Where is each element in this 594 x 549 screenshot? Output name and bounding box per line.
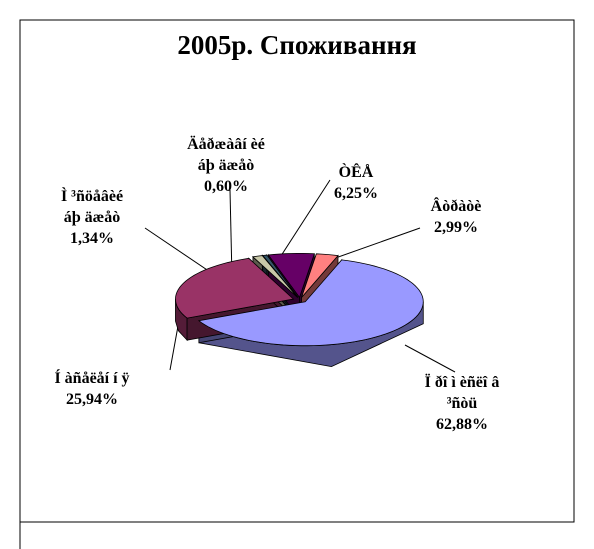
chart-frame: [19, 19, 575, 549]
slice: [267, 253, 315, 299]
category-label: Âòðàòè: [430, 198, 482, 215]
slice: [261, 254, 299, 298]
value-label: 6,25%: [334, 185, 378, 202]
leader-line: [404, 344, 456, 373]
slice-label: Ï ðî ì èñëî â ³ñòü 62,88%: [425, 372, 500, 435]
slice: [301, 253, 339, 298]
category-label: ÒÊÅ: [338, 164, 374, 181]
slice-label: ÒÊÅ 6,25%: [334, 162, 378, 204]
value-label: 2,99%: [434, 219, 478, 236]
slice: [175, 257, 295, 319]
slice-label: Í àñåëåí í ÿ 25,94%: [54, 368, 129, 410]
slice-label: Ì ³ñöåâèé áþ äæåò 1,34%: [61, 186, 123, 249]
value-label: 0,60%: [203, 178, 248, 195]
category-label: Í àñåëåí í ÿ: [54, 370, 130, 387]
slice-label: Âòðàòè 2,99%: [431, 196, 482, 238]
category-label: Äåðæàâí èé áþ äæåò: [187, 136, 265, 174]
slice: [197, 259, 424, 347]
value-label: 62,88%: [435, 416, 488, 433]
chart-title: 2005р. Споживання: [177, 30, 417, 60]
value-label: 25,94%: [66, 391, 118, 408]
slice-label: Äåðæàâí èé áþ äæåò 0,60%: [187, 134, 265, 197]
value-label: 1,34%: [70, 230, 114, 247]
category-label: Ì ³ñöåâèé áþ äæåò: [60, 188, 124, 226]
category-label: Ï ðî ì èñëî â ³ñòü: [424, 374, 500, 412]
